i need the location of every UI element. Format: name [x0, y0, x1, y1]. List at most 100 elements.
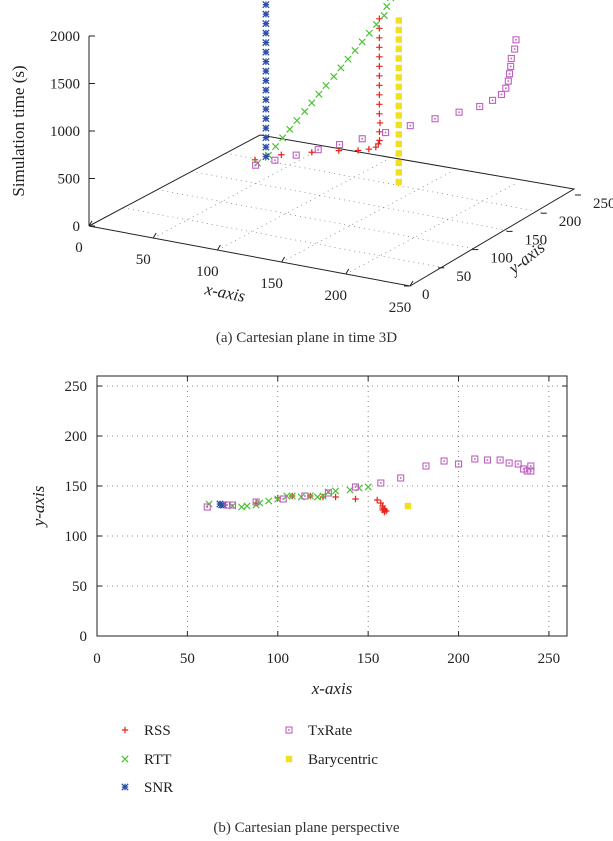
- data-point: [292, 151, 300, 159]
- legend-marker: [285, 726, 293, 734]
- grid-2d: [97, 376, 567, 636]
- y-tick-label: 150: [65, 479, 88, 495]
- data-point: [262, 152, 270, 161]
- x-tick: [345, 268, 350, 275]
- z-axis-label: Simulation time (s): [9, 65, 28, 196]
- x-tick-label: 200: [325, 288, 348, 304]
- legend-item: SNR: [121, 780, 173, 796]
- grid-line: [217, 158, 389, 251]
- data-point: [262, 19, 270, 28]
- data-point: [351, 46, 359, 55]
- caption-b: (b) Cartesian plane perspective: [213, 820, 400, 836]
- data-point: [454, 460, 463, 468]
- x-tick-label: 250: [389, 300, 412, 316]
- data-point: [252, 161, 260, 169]
- data-point: [395, 36, 402, 43]
- series-3d-rss: [251, 15, 384, 164]
- legend-label: SNR: [144, 780, 173, 796]
- data-point: [376, 82, 383, 89]
- legend-marker: [285, 755, 293, 763]
- data-point: [376, 128, 383, 136]
- base-frame: [88, 134, 576, 287]
- z-tick-label: 2000: [50, 29, 80, 45]
- data-point: [332, 493, 339, 501]
- legend-item: RTT: [121, 752, 171, 768]
- grid-line: [191, 171, 513, 232]
- data-point: [520, 465, 528, 473]
- series-3d-snr: [262, 0, 270, 161]
- data-point: [372, 144, 380, 151]
- points-3d: [251, 0, 520, 186]
- y-tick-label: 100: [490, 251, 513, 267]
- data-point: [382, 129, 390, 137]
- data-point: [395, 131, 402, 138]
- grid-line: [225, 152, 547, 214]
- data-point: [351, 483, 360, 491]
- grid-line: [281, 170, 453, 263]
- data-point: [488, 96, 497, 104]
- data-point: [395, 169, 402, 176]
- data-point: [262, 0, 270, 9]
- series-2d-snr: [216, 500, 228, 509]
- x-tick-label: 50: [136, 252, 151, 268]
- x-axis-label: x-axis: [202, 279, 247, 306]
- y-tick-label: 50: [72, 579, 87, 595]
- data-point: [377, 479, 385, 487]
- legend-marker: [121, 755, 129, 763]
- y-tick-label: 50: [456, 269, 471, 285]
- data-point: [395, 64, 402, 72]
- data-point: [262, 38, 270, 47]
- data-point: [265, 497, 273, 505]
- data-point: [322, 81, 330, 90]
- data-point: [504, 77, 512, 85]
- legend: RSS RTT SNR TxRate Barycentric: [121, 723, 378, 796]
- legend-item: Barycentric: [285, 752, 378, 768]
- data-point: [471, 455, 479, 463]
- data-point: [331, 487, 340, 495]
- data-point: [395, 150, 402, 157]
- data-point: [376, 91, 383, 98]
- data-point: [514, 460, 522, 468]
- data-point: [376, 110, 383, 117]
- series-3d-rtt: [253, 0, 395, 167]
- legend-label: RSS: [144, 723, 171, 739]
- y-tick-label: 100: [65, 529, 88, 545]
- data-point: [278, 151, 285, 158]
- data-point: [372, 20, 381, 29]
- x-tick-label: 250: [538, 651, 561, 667]
- chart-3d: 0 500 1000 1500 2000 0 50 100 150 200 250 0 50 100 150…: [9, 0, 613, 316]
- data-point: [313, 493, 322, 501]
- x-tick: [216, 244, 221, 251]
- data-point: [483, 456, 492, 464]
- data-point: [358, 38, 366, 46]
- data-point: [502, 84, 510, 92]
- data-point: [376, 119, 384, 127]
- y-axis-label: y-axis: [29, 485, 48, 528]
- data-point: [301, 107, 309, 116]
- data-point: [476, 102, 484, 111]
- grid-line: [157, 189, 479, 250]
- data-point: [383, 2, 391, 11]
- data-point: [505, 70, 514, 78]
- z-tick-label: 0: [73, 219, 81, 235]
- data-point: [252, 498, 260, 506]
- data-point: [511, 45, 519, 53]
- data-point: [395, 140, 402, 148]
- data-point: [404, 502, 412, 510]
- data-point: [527, 462, 535, 470]
- data-point: [314, 146, 322, 154]
- data-point: [505, 459, 513, 467]
- data-point: [237, 503, 246, 511]
- plot-frame: [96, 375, 568, 637]
- series-3d-barycentric: [395, 17, 402, 186]
- grid-line: [153, 146, 325, 239]
- z-tick-label: 1500: [50, 77, 80, 93]
- data-point: [431, 115, 439, 123]
- chart-2d: 0 50 100 150 200 250 0 50 100 150 200 250 x-axis y-ax…: [29, 375, 568, 698]
- data-point: [335, 147, 343, 154]
- data-point: [365, 29, 373, 37]
- data-point: [354, 147, 362, 154]
- data-point: [330, 72, 338, 81]
- x-tick-label: 100: [196, 264, 219, 280]
